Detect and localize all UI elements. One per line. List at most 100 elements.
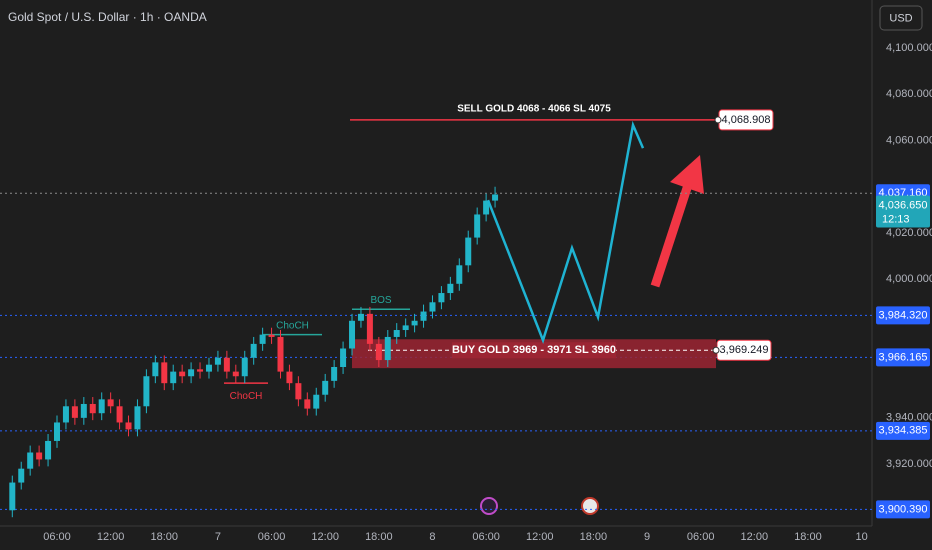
candle-body [438, 293, 445, 303]
candle-body [313, 394, 320, 409]
candle-body [152, 362, 159, 377]
y-tick-label: 4,100.000 [886, 42, 932, 54]
x-tick-label: 12:00 [741, 531, 769, 543]
price-badge [876, 421, 930, 440]
arrow-shaft [650, 183, 693, 288]
x-tick-label: 18:00 [151, 531, 179, 543]
candle-body [18, 468, 25, 483]
current-price-badge [876, 195, 930, 228]
y-tick-label: 4,080.000 [886, 88, 932, 100]
candle-body [197, 369, 204, 372]
candle-body [259, 334, 266, 344]
red-arrow [650, 155, 704, 288]
structure-label: BOS [370, 295, 391, 306]
candle-body [429, 302, 436, 312]
candle-body [71, 406, 78, 418]
arrow-head [670, 155, 704, 194]
event-icon[interactable] [581, 497, 599, 515]
buy-anchor [712, 346, 720, 354]
y-tick-label: 3,940.000 [886, 412, 932, 424]
x-tick-label: 06:00 [687, 531, 715, 543]
candle-body [223, 357, 230, 372]
candle-body [357, 313, 364, 321]
currency-button[interactable] [879, 5, 923, 31]
candle-body [402, 325, 409, 331]
candle-body [107, 399, 114, 407]
price-badge-label: 3,984.320 [879, 309, 928, 321]
candle-body [188, 369, 195, 377]
x-tick-label: 06:00 [258, 531, 286, 543]
event-icon[interactable] [480, 497, 498, 515]
x-tick-label: 9 [644, 531, 650, 543]
candle-body [125, 422, 132, 430]
x-tick-label: 7 [215, 531, 221, 543]
candle-body [331, 366, 338, 381]
sell-price-label: 4,068.908 [722, 114, 771, 126]
price-badge-label: 3,966.165 [879, 351, 928, 363]
candle-body [98, 399, 105, 414]
candle-body [465, 237, 472, 266]
candle-body [9, 482, 16, 511]
x-tick-label: 8 [429, 531, 435, 543]
candle-body [366, 313, 373, 344]
y-tick-label: 4,060.000 [886, 134, 932, 146]
current-price-label: 4,036.650 [879, 199, 928, 211]
candle-body [420, 311, 427, 321]
candle-body [411, 320, 418, 326]
candle-body [304, 399, 311, 409]
candle-body [492, 194, 499, 201]
buy-price-label: 3,969.249 [720, 344, 769, 356]
event-icons [480, 497, 599, 515]
countdown-label: 12:13 [882, 213, 910, 225]
candle-body [214, 357, 221, 365]
price-badge [876, 348, 930, 367]
structure-label: ChoCH [276, 320, 309, 331]
candle-body [134, 406, 141, 430]
candle-body [205, 364, 212, 372]
candle-body [232, 371, 239, 377]
x-tick-label: 18:00 [794, 531, 822, 543]
candle-body [322, 380, 329, 395]
candle-body [340, 348, 347, 367]
buy-label-bg [452, 342, 616, 359]
x-tick-label: 06:00 [472, 531, 500, 543]
candle-body [36, 452, 43, 460]
buy-label: BUY GOLD 3969 - 3971 SL 3960 [452, 344, 616, 356]
candle-body [241, 357, 248, 377]
projection-path [486, 120, 645, 344]
candle-body [375, 343, 382, 361]
price-badge-label: 3,900.390 [879, 503, 928, 515]
candle-body [62, 406, 69, 423]
candle-body [447, 283, 454, 294]
candle-body [349, 320, 356, 349]
candle-body [295, 383, 302, 400]
price-badge [876, 500, 930, 519]
candle-body [474, 214, 481, 238]
candle-body [277, 336, 284, 372]
candle-body [286, 371, 293, 384]
candle-body [45, 440, 52, 460]
candle-body [170, 371, 177, 384]
candle-body [89, 403, 96, 414]
y-tick-label: 4,020.000 [886, 227, 932, 239]
sell-anchor [714, 116, 722, 124]
candle-body [80, 403, 87, 418]
candle-body [179, 371, 186, 377]
x-tick-label: 06:00 [43, 531, 71, 543]
candle-body [393, 330, 400, 337]
candle-body [384, 336, 391, 361]
x-tick-label: 18:00 [365, 531, 393, 543]
x-tick-label: 12:00 [526, 531, 554, 543]
sell-label: SELL GOLD 4068 - 4066 SL 4075 [457, 104, 611, 115]
candle-body [27, 452, 34, 469]
candle-body [456, 265, 463, 284]
candle-body [54, 422, 60, 441]
candle-body [116, 406, 123, 423]
candle-body [250, 343, 257, 358]
x-tick-label: 10 [855, 531, 867, 543]
x-tick-label: 12:00 [311, 531, 339, 543]
candle-body [143, 376, 150, 407]
y-tick-label: 3,920.000 [886, 458, 932, 470]
